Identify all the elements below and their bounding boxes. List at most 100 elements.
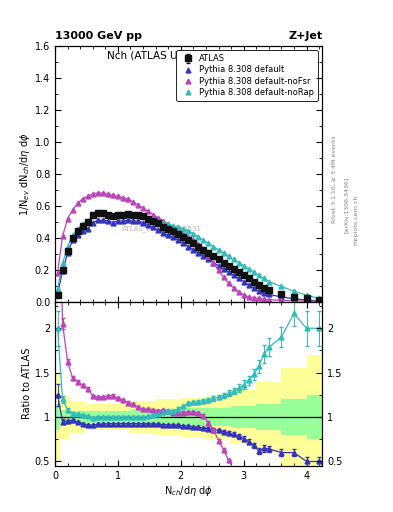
Pythia 8.308 default-noRap xyxy=(166,221,171,227)
Pythia 8.308 default-noFsr xyxy=(166,221,171,227)
Pythia 8.308 default xyxy=(191,247,196,253)
Pythia 8.308 default xyxy=(166,232,171,239)
Pythia 8.308 default-noFsr xyxy=(279,297,284,304)
Pythia 8.308 default xyxy=(121,218,125,224)
Bar xyxy=(231,391,256,444)
Pythia 8.308 default xyxy=(105,218,110,224)
Pythia 8.308 default xyxy=(146,222,151,228)
Pythia 8.308 default-noFsr xyxy=(211,260,216,266)
Pythia 8.308 default xyxy=(211,260,216,266)
Pythia 8.308 default-noRap xyxy=(161,220,165,226)
Pythia 8.308 default-noRap xyxy=(221,250,226,256)
Pythia 8.308 default-noRap xyxy=(126,211,130,217)
Pythia 8.308 default-noRap xyxy=(211,244,216,250)
Pythia 8.308 default-noFsr xyxy=(116,193,120,199)
Text: Z+Jet: Z+Jet xyxy=(288,31,322,41)
Bar xyxy=(181,397,206,437)
Pythia 8.308 default xyxy=(186,244,191,250)
Pythia 8.308 default-noFsr xyxy=(292,298,296,304)
Pythia 8.308 default-noFsr xyxy=(95,190,100,196)
Text: [arXiv:1306.3436]: [arXiv:1306.3436] xyxy=(344,177,349,233)
Legend: ATLAS, Pythia 8.308 default, Pythia 8.308 default-noFsr, Pythia 8.308 default-no: ATLAS, Pythia 8.308 default, Pythia 8.30… xyxy=(176,50,318,101)
Pythia 8.308 default-noRap xyxy=(292,288,296,294)
Bar xyxy=(281,368,307,466)
Pythia 8.308 default-noFsr xyxy=(191,237,196,243)
Pythia 8.308 default-noRap xyxy=(266,279,271,285)
Pythia 8.308 default-noFsr xyxy=(55,270,60,276)
Pythia 8.308 default-noRap xyxy=(141,213,145,219)
Pythia 8.308 default xyxy=(75,232,80,239)
Pythia 8.308 default-noRap xyxy=(101,210,105,216)
Pythia 8.308 default-noFsr xyxy=(216,267,221,273)
Pythia 8.308 default-noFsr xyxy=(241,292,246,298)
Pythia 8.308 default-noFsr xyxy=(221,274,226,280)
Pythia 8.308 default-noRap xyxy=(216,247,221,253)
Pythia 8.308 default-noFsr xyxy=(266,296,271,303)
Pythia 8.308 default-noRap xyxy=(151,216,156,222)
Bar xyxy=(55,404,60,431)
Pythia 8.308 default-noFsr xyxy=(206,253,211,259)
Pythia 8.308 default-noRap xyxy=(196,234,201,240)
Pythia 8.308 default xyxy=(181,240,185,246)
Pythia 8.308 default xyxy=(206,256,211,262)
Pythia 8.308 default xyxy=(176,237,181,243)
Bar xyxy=(206,408,231,426)
Pythia 8.308 default xyxy=(70,237,75,243)
Pythia 8.308 default-noFsr xyxy=(105,191,110,197)
Pythia 8.308 default-noRap xyxy=(55,286,60,292)
Pythia 8.308 default-noRap xyxy=(70,232,75,239)
Pythia 8.308 default xyxy=(90,220,95,226)
Pythia 8.308 default-noFsr xyxy=(85,193,90,199)
Pythia 8.308 default-noRap xyxy=(186,227,191,233)
Bar xyxy=(256,404,281,431)
Pythia 8.308 default-noFsr xyxy=(146,208,151,215)
Pythia 8.308 default-noFsr xyxy=(60,233,65,239)
Pythia 8.308 default-noRap xyxy=(60,260,65,266)
Pythia 8.308 default xyxy=(141,220,145,226)
Pythia 8.308 default-noFsr xyxy=(304,298,309,304)
Pythia 8.308 default-noRap xyxy=(261,275,266,282)
Bar xyxy=(70,411,85,423)
Pythia 8.308 default-noFsr xyxy=(70,207,75,213)
Pythia 8.308 default xyxy=(221,266,226,272)
Pythia 8.308 default xyxy=(261,290,266,296)
Pythia 8.308 default-noRap xyxy=(191,231,196,237)
Pythia 8.308 default-noRap xyxy=(171,223,176,229)
Pythia 8.308 default xyxy=(110,220,115,226)
Pythia 8.308 default-noRap xyxy=(116,211,120,218)
Bar xyxy=(281,399,307,435)
Text: 13000 GeV pp: 13000 GeV pp xyxy=(55,31,142,41)
Pythia 8.308 default-noFsr xyxy=(136,202,140,208)
Pythia 8.308 default-noFsr xyxy=(196,241,201,247)
Pythia 8.308 default-noRap xyxy=(236,260,241,266)
Pythia 8.308 default-noFsr xyxy=(151,211,156,218)
Pythia 8.308 default-noFsr xyxy=(101,190,105,196)
Pythia 8.308 default-noRap xyxy=(279,283,284,289)
Pythia 8.308 default xyxy=(304,297,309,303)
Pythia 8.308 default xyxy=(130,218,135,224)
Bar xyxy=(256,381,281,453)
Pythia 8.308 default xyxy=(236,275,241,282)
Pythia 8.308 default-noFsr xyxy=(75,200,80,206)
Text: mcplots.cern.ch: mcplots.cern.ch xyxy=(354,195,359,245)
Bar xyxy=(130,410,156,424)
Pythia 8.308 default-noFsr xyxy=(231,285,236,291)
Pythia 8.308 default xyxy=(252,285,256,291)
Pythia 8.308 default-noRap xyxy=(130,211,135,218)
Pythia 8.308 default-noFsr xyxy=(201,246,206,252)
Y-axis label: 1/N$_{ev}$ dN$_{ch}$/d$\eta$ d$\phi$: 1/N$_{ev}$ dN$_{ch}$/d$\eta$ d$\phi$ xyxy=(18,132,32,216)
Pythia 8.308 default-noFsr xyxy=(181,231,185,237)
Text: ATLAS_2019_I1736531: ATLAS_2019_I1736531 xyxy=(122,225,202,232)
Pythia 8.308 default xyxy=(292,296,296,302)
Bar xyxy=(60,410,70,424)
Pythia 8.308 default xyxy=(317,298,321,304)
Pythia 8.308 default-noFsr xyxy=(317,298,321,305)
Bar xyxy=(130,401,156,433)
Bar xyxy=(85,404,105,431)
Pythia 8.308 default xyxy=(85,226,90,232)
Pythia 8.308 default-noRap xyxy=(156,218,160,224)
Pythia 8.308 default-noFsr xyxy=(121,195,125,201)
Pythia 8.308 default-noRap xyxy=(226,253,231,259)
Text: Rivet 3.1.10, ≥ 3.4M events: Rivet 3.1.10, ≥ 3.4M events xyxy=(332,135,337,223)
Pythia 8.308 default-noRap xyxy=(231,256,236,262)
